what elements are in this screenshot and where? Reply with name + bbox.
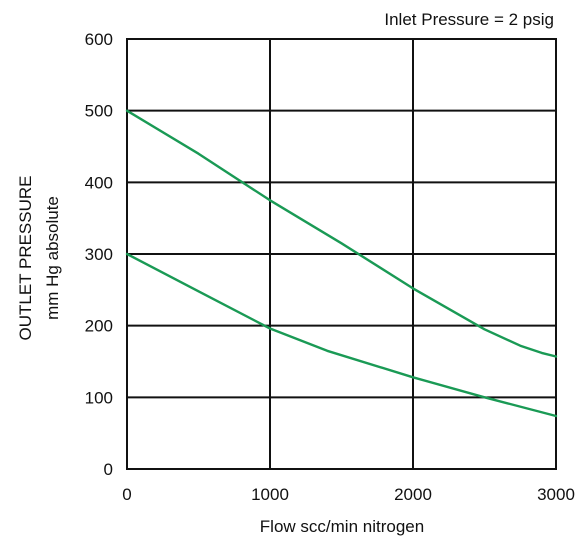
y-tick-label: 300 <box>85 245 113 264</box>
x-tick-labels: 0 1000 2000 3000 <box>122 485 575 504</box>
y-axis-label-line1: OUTLET PRESSURE <box>16 175 35 340</box>
x-tick-label: 0 <box>122 485 131 504</box>
y-tick-label: 600 <box>85 30 113 49</box>
y-tick-label: 200 <box>85 317 113 336</box>
x-tick-label: 2000 <box>394 485 432 504</box>
x-tick-label: 1000 <box>251 485 289 504</box>
y-tick-label: 0 <box>104 460 113 479</box>
series-line-2 <box>125 252 558 418</box>
y-tick-labels: 600 500 400 300 200 100 0 <box>85 30 113 479</box>
x-tick-label: 3000 <box>537 485 575 504</box>
series-layer <box>125 109 558 418</box>
y-tick-label: 100 <box>85 388 113 407</box>
y-tick-label: 500 <box>85 102 113 121</box>
y-tick-label: 400 <box>85 173 113 192</box>
inlet-pressure-annotation: Inlet Pressure = 2 psig <box>384 10 554 29</box>
x-axis-label: Flow scc/min nitrogen <box>260 517 424 536</box>
grid-lines <box>127 39 556 469</box>
series-line-1 <box>125 109 558 358</box>
y-axis-label-line2: mm Hg absolute <box>43 196 62 320</box>
